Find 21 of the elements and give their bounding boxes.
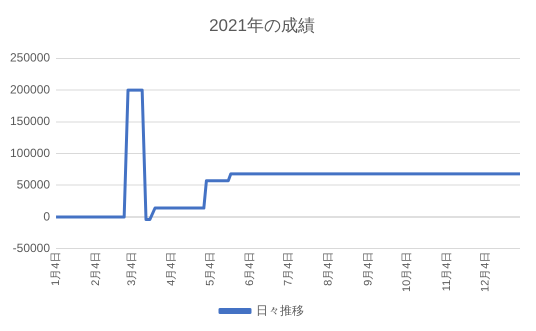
- y-tick-label: 250000: [10, 50, 50, 65]
- x-tick-label: 12月4日: [479, 252, 492, 292]
- x-tick-label: 8月4日: [322, 252, 335, 286]
- legend-label: 日々推移: [256, 303, 304, 318]
- x-tick-label: 11月4日: [440, 252, 453, 292]
- x-tick-label: 9月4日: [362, 252, 374, 286]
- x-tick-label: 7月4日: [282, 252, 295, 286]
- chart-title: 2021年の成績: [209, 16, 315, 35]
- y-tick-label: 200000: [10, 82, 50, 96]
- y-tick-label: 150000: [10, 114, 50, 128]
- y-tick-label: -50000: [12, 240, 50, 255]
- x-tick-label: 5月4日: [204, 252, 216, 286]
- x-tick-label: 1月4日: [50, 252, 62, 286]
- x-tick-label: 10月4日: [400, 252, 413, 292]
- x-tick-label: 4月4日: [166, 252, 178, 286]
- x-tick-label: 6月4日: [244, 252, 256, 286]
- y-tick-label: 100000: [10, 146, 50, 160]
- y-tick-label: 0: [43, 209, 50, 224]
- x-tick-label: 3月4日: [126, 252, 138, 286]
- x-tick-label: 2月4日: [90, 252, 102, 286]
- y-tick-label: 50000: [16, 178, 50, 192]
